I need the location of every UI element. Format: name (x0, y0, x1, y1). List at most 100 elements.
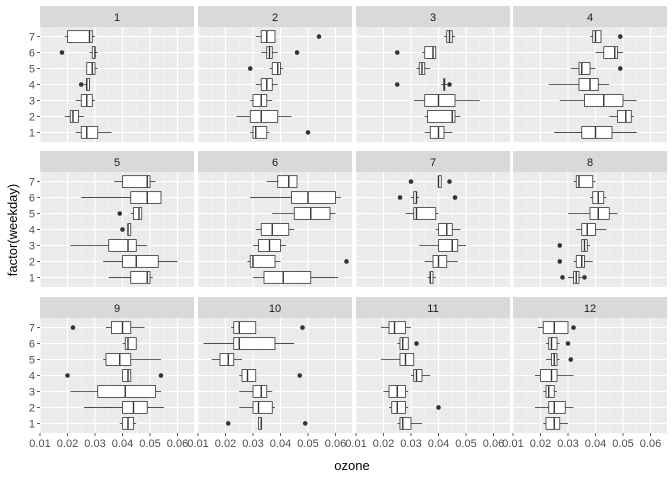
facet-panel-8: 8 (512, 151, 667, 287)
outlier-point (447, 179, 452, 184)
box-iqr (67, 30, 93, 43)
box-iqr (86, 62, 96, 75)
boxplot-weekday-6 (59, 46, 98, 59)
boxplot-weekday-7 (573, 175, 596, 188)
boxplot-weekday-1 (225, 417, 308, 430)
x-axis-title: ozone (334, 458, 369, 473)
facet-strip (40, 151, 194, 172)
facet-strip-label: 7 (430, 157, 436, 169)
box-iqr (548, 401, 566, 414)
boxplot-weekday-2 (609, 110, 634, 123)
x-tick-label: 0.04 (585, 438, 606, 450)
box-iqr (233, 337, 276, 350)
box-iqr (291, 191, 336, 204)
boxplot-weekday-7 (255, 30, 322, 43)
boxplot-weekday-7 (590, 30, 623, 43)
box-iqr (399, 417, 412, 430)
boxplot-weekday-5 (247, 62, 284, 75)
boxplot-weekday-4 (65, 369, 164, 382)
outlier-point (300, 325, 305, 330)
facet-strip-label: 12 (584, 303, 596, 315)
y-tick-label: 1 (29, 418, 35, 430)
x-tick-label: 0.06 (325, 438, 346, 450)
boxplot-weekday-3 (70, 239, 148, 252)
boxplot-weekday-5 (568, 207, 618, 220)
facet-strip (356, 6, 510, 27)
boxplot-weekday-4 (239, 369, 303, 382)
box-iqr (122, 175, 151, 188)
boxplot-weekday-1 (397, 417, 422, 430)
boxplot-weekday-2 (64, 110, 84, 123)
boxplot-weekday-4 (120, 223, 132, 236)
box-iqr (122, 401, 148, 414)
outlier-point (582, 275, 587, 280)
outlier-point (120, 227, 125, 232)
facet-panel-6: 6 (197, 151, 352, 287)
facet-panel-12: 12 0.01 0.02 0.03 0.04 0.05 0.06 (502, 297, 667, 450)
boxplot-weekday-6 (546, 337, 571, 350)
boxplot-weekday-4 (411, 369, 431, 382)
box-iqr (575, 175, 594, 188)
box-iqr (578, 62, 591, 75)
boxplot-weekday-3 (250, 94, 273, 107)
boxplot-weekday-5 (117, 207, 143, 220)
x-tick-label: 0.05 (297, 438, 318, 450)
boxplot-weekday-5 (546, 353, 574, 366)
y-tick-label: 5 (29, 209, 35, 221)
box-iqr (124, 337, 137, 350)
x-tick-label: 0.04 (270, 438, 291, 450)
outlier-point (302, 421, 308, 426)
boxplot-weekday-4 (394, 78, 452, 91)
boxplot-weekday-4 (255, 223, 295, 236)
y-tick-label: 2 (29, 402, 35, 414)
facet-strip-label: 8 (587, 157, 593, 169)
outlier-point (452, 195, 458, 200)
box-iqr (545, 385, 555, 398)
boxplot-weekday-7 (266, 175, 298, 188)
boxplot-weekday-6 (122, 337, 137, 350)
facet-strip-label: 1 (114, 12, 120, 24)
y-tick-label: 7 (29, 177, 35, 189)
x-tick-label: 0.06 (483, 438, 504, 450)
box-iqr (432, 255, 448, 268)
facet-strip (513, 6, 667, 27)
box-iqr (263, 271, 312, 284)
y-tick-label: 7 (29, 323, 35, 335)
boxplot-weekday-7 (408, 175, 452, 188)
box-iqr (122, 255, 159, 268)
facet-panel-7: 7 (355, 151, 510, 287)
y-tick-label: 7 (29, 32, 35, 44)
outlier-point (344, 259, 349, 264)
facet-strip (198, 297, 352, 318)
box-iqr (130, 191, 162, 204)
box-iqr (581, 126, 613, 139)
y-tick-label: 1 (29, 127, 35, 139)
facet-strip-label: 11 (427, 303, 438, 315)
boxplot-weekday-2 (535, 401, 574, 414)
boxplot-weekday-3 (543, 385, 557, 398)
boxplot-weekday-2 (103, 255, 178, 268)
facet-strip (356, 297, 510, 318)
boxplot-weekday-6 (394, 46, 437, 59)
boxplot-weekday-5 (103, 353, 161, 366)
y-tick-label: 5 (29, 64, 35, 76)
boxplot-weekday-4 (255, 78, 278, 91)
outlier-point (571, 325, 576, 330)
outlier-point (394, 82, 400, 87)
boxplot-weekday-3 (383, 385, 409, 398)
facet-panel-1: 1 1 2 3 4 5 6 7 (29, 6, 194, 142)
box-iqr (429, 126, 445, 139)
boxplot-weekday-2 (247, 255, 349, 268)
outlier-point (414, 341, 419, 346)
facet-panel-9: 9 0.01 0.02 0.03 0.04 0.05 0.06 1 2 3 4 5 6 7 (29, 297, 194, 450)
outlier-point (560, 275, 565, 280)
boxplot-weekday-4 (548, 78, 610, 91)
box-iqr (293, 207, 331, 220)
boxplot-weekday-2 (424, 255, 458, 268)
boxplot-weekday-1 (75, 126, 112, 139)
boxplot-weekday-4 (576, 223, 607, 236)
y-tick-label: 1 (29, 272, 35, 284)
outlier-point (117, 211, 123, 216)
box-iqr (260, 223, 290, 236)
